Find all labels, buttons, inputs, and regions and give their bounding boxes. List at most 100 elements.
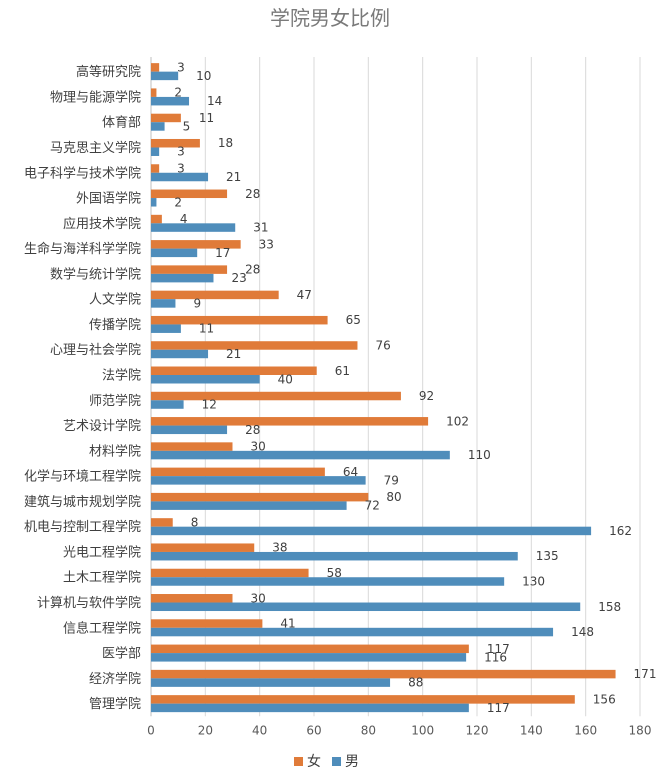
category-label: 数学与统计学院: [50, 266, 141, 282]
data-label-male: 12: [202, 398, 217, 412]
legend[interactable]: 女 男: [294, 753, 359, 770]
bar-male: [151, 476, 366, 485]
category-label: 生命与海洋科学学院: [24, 241, 141, 257]
bar-male: [151, 71, 179, 81]
data-label-male: 117: [487, 701, 510, 715]
data-label-male: 72: [365, 499, 380, 513]
bar-male: [151, 425, 228, 435]
data-label-female: 11: [199, 111, 214, 125]
x-tick-label: 180: [629, 723, 652, 737]
category-label: 信息工程学院: [63, 620, 141, 636]
bar-female: [151, 669, 616, 679]
data-label-female: 4: [180, 212, 188, 226]
legend-swatch-male: [332, 757, 341, 766]
data-label-male: 14: [207, 94, 222, 108]
data-label-female: 156: [593, 692, 616, 706]
bar-male: [151, 501, 347, 510]
data-label-male: 10: [196, 69, 211, 83]
data-label-female: 61: [335, 364, 350, 378]
bar-male: [151, 299, 176, 308]
data-label-male: 28: [245, 423, 260, 437]
data-label-male: 17: [215, 246, 230, 260]
data-label-male: 2: [174, 195, 182, 209]
bar-female: [151, 518, 173, 527]
bar-male: [151, 324, 181, 333]
category-label: 艺术设计学院: [63, 418, 141, 434]
category-label: 马克思主义学院: [50, 140, 141, 156]
data-label-male: 31: [253, 221, 268, 235]
data-label-male: 110: [468, 448, 491, 462]
bar-female: [151, 492, 369, 502]
bar-male: [151, 273, 214, 283]
data-label-female: 33: [259, 237, 274, 251]
x-tick-label: 40: [252, 723, 267, 737]
bar-female: [151, 695, 575, 704]
bar-female: [151, 315, 328, 325]
bar-female: [151, 391, 401, 401]
data-label-female: 41: [280, 617, 295, 631]
bar-female: [151, 644, 469, 654]
bar-male: [151, 349, 209, 359]
bar-male: [151, 678, 391, 687]
bar-female: [151, 594, 233, 603]
bar-male: [151, 703, 469, 713]
data-label-female: 3: [177, 162, 185, 176]
bar-male: [151, 248, 198, 258]
x-tick-label: 0: [147, 723, 155, 737]
x-tick-label: 140: [520, 723, 543, 737]
data-label-female: 8: [191, 515, 199, 529]
bar-female: [151, 619, 263, 628]
bar-female: [151, 164, 160, 173]
category-label: 计算机与软件学院: [37, 595, 141, 611]
bar-female: [151, 214, 162, 224]
data-label-male: 21: [226, 347, 241, 361]
bar-male: [151, 96, 190, 106]
category-label: 师范学院: [89, 393, 141, 409]
category-label: 管理学院: [89, 696, 141, 712]
bar-male: [151, 627, 554, 637]
bar-male: [151, 526, 592, 536]
data-label-male: 135: [536, 549, 559, 563]
x-tick-label: 100: [411, 723, 434, 737]
data-label-male: 158: [598, 600, 621, 614]
bar-male: [151, 551, 518, 561]
bar-male: [151, 577, 505, 586]
gridlines: [150, 57, 641, 717]
category-label: 经济学院: [89, 671, 141, 687]
x-axis-ticks: 0 20 40 60 80 100 120 140 160 180: [147, 723, 651, 737]
bar-female: [151, 113, 181, 123]
data-labels: 3102141151833212824313317282347965117621…: [174, 60, 656, 715]
bar-female: [151, 467, 325, 477]
data-label-female: 171: [634, 667, 657, 681]
category-label: 体育部: [102, 115, 141, 131]
category-label: 建筑与城市规划学院: [24, 494, 141, 510]
data-label-male: 3: [177, 145, 185, 159]
bar-female: [151, 88, 157, 97]
category-label: 应用技术学院: [63, 216, 141, 232]
bar-female: [151, 265, 228, 274]
category-label: 人文学院: [89, 292, 141, 308]
category-label: 物理与能源学院: [50, 89, 141, 105]
x-tick-label: 20: [198, 723, 213, 737]
legend-label-male: 男: [345, 754, 359, 770]
data-label-female: 65: [346, 313, 361, 327]
data-label-female: 28: [245, 263, 260, 277]
data-label-male: 148: [571, 625, 594, 639]
data-label-male: 21: [226, 170, 241, 184]
data-label-female: 2: [174, 86, 182, 100]
bar-female: [151, 442, 233, 451]
category-label: 医学部: [102, 646, 141, 662]
data-label-female: 58: [327, 566, 342, 580]
data-label-male: 116: [484, 650, 507, 664]
category-label: 化学与环境工程学院: [24, 469, 141, 485]
category-label: 光电工程学院: [63, 544, 141, 560]
data-label-male: 79: [384, 473, 399, 487]
bar-male: [151, 375, 260, 384]
category-label: 传播学院: [89, 317, 141, 333]
data-label-male: 9: [193, 296, 201, 310]
data-label-female: 117: [487, 642, 510, 656]
data-label-male: 11: [199, 322, 214, 336]
data-label-female: 76: [375, 338, 390, 352]
